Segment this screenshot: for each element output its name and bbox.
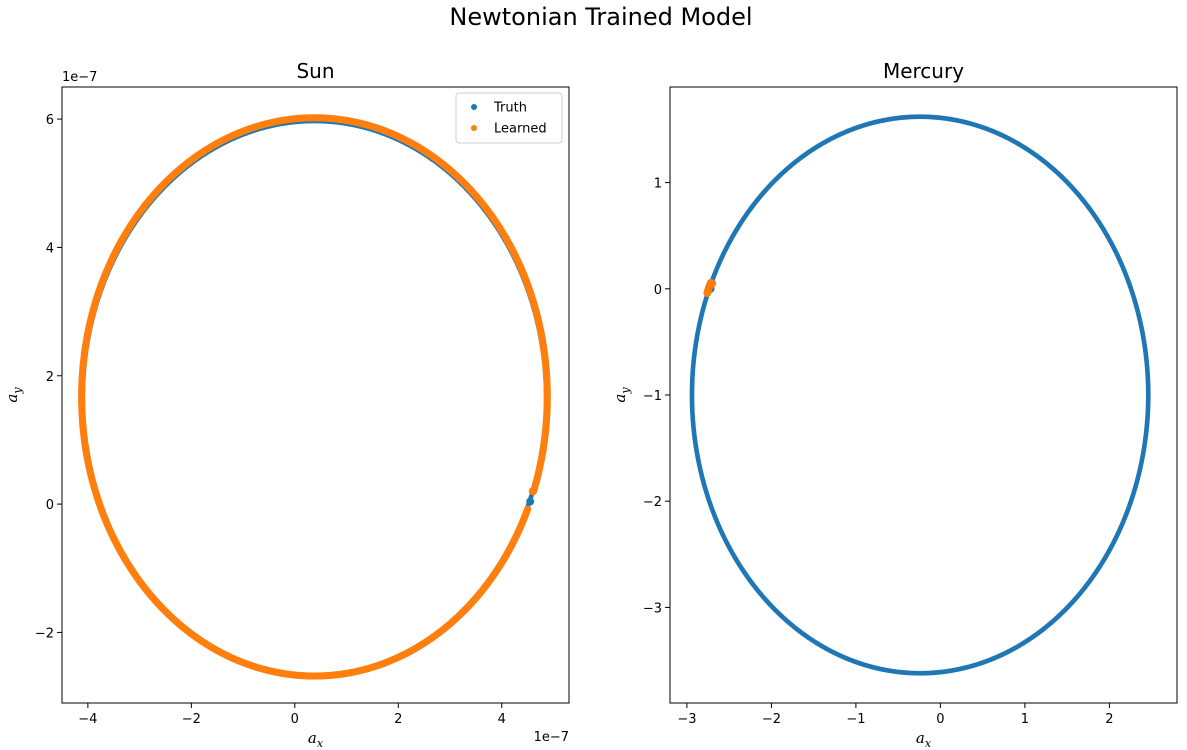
x-offset-text: 1e−7 <box>534 730 569 745</box>
x-tick-label: 2 <box>1105 712 1113 727</box>
x-tick-label: 4 <box>498 712 506 727</box>
y-tick-label: −1 <box>643 389 662 404</box>
y-tick-label: 0 <box>654 283 662 298</box>
subplot-title: Mercury <box>883 59 964 83</box>
x-tick-label: −3 <box>677 712 696 727</box>
y-axis-label: ay <box>3 387 24 403</box>
x-axis-label: ax <box>916 729 932 750</box>
series-learned <box>78 114 551 680</box>
y-offset-text: 1e−7 <box>62 70 97 85</box>
legend: Truth Learned <box>455 92 563 144</box>
x-tick-label: −2 <box>762 712 781 727</box>
x-tick-label: 0 <box>291 712 299 727</box>
sun-subplot: −4 −2 0 2 4 −2 0 2 4 6 Sun ax ay 1e−7 1e−7 Truth Learned <box>3 59 570 750</box>
series-truth <box>689 114 1151 676</box>
legend-marker-learned <box>471 125 477 131</box>
data-point <box>1145 392 1151 398</box>
legend-label-learned: Learned <box>494 122 547 137</box>
y-tick-label: 1 <box>654 177 662 192</box>
y-tick-label: −3 <box>643 601 662 616</box>
axes-frame <box>61 86 570 704</box>
y-tick-label: 4 <box>46 241 54 256</box>
axes-frame <box>669 86 1178 704</box>
data-point <box>703 289 711 297</box>
series-start-marker <box>526 497 535 506</box>
x-tick-label: 0 <box>936 712 944 727</box>
legend-box <box>455 92 563 144</box>
x-tick-label: −1 <box>846 712 865 727</box>
legend-marker-truth <box>471 104 477 110</box>
figure-title: Newtonian Trained Model <box>449 3 752 31</box>
y-tick-label: −2 <box>643 495 662 510</box>
series-learned <box>703 279 717 297</box>
plot-area <box>78 114 551 680</box>
subplot-title: Sun <box>296 59 334 83</box>
y-tick-label: 0 <box>46 498 54 513</box>
data-point <box>524 505 532 513</box>
x-tick-label: −4 <box>78 712 97 727</box>
y-tick-label: 2 <box>46 370 54 385</box>
mercury-subplot: −3 −2 −1 0 1 2 −3 −2 −1 0 1 Mercury ax ay <box>611 59 1178 750</box>
x-axis-label: ax <box>308 729 324 750</box>
legend-label-truth: Truth <box>493 101 527 116</box>
x-tick-label: −2 <box>182 712 201 727</box>
y-tick-label: 6 <box>46 113 54 128</box>
series-start-marker <box>528 487 537 496</box>
series-start-marker <box>708 279 717 288</box>
plot-area <box>689 114 1151 676</box>
x-tick-label: 2 <box>394 712 402 727</box>
x-tick-label: 1 <box>1021 712 1029 727</box>
y-axis-label: ay <box>611 387 632 403</box>
y-tick-label: −2 <box>35 626 54 641</box>
